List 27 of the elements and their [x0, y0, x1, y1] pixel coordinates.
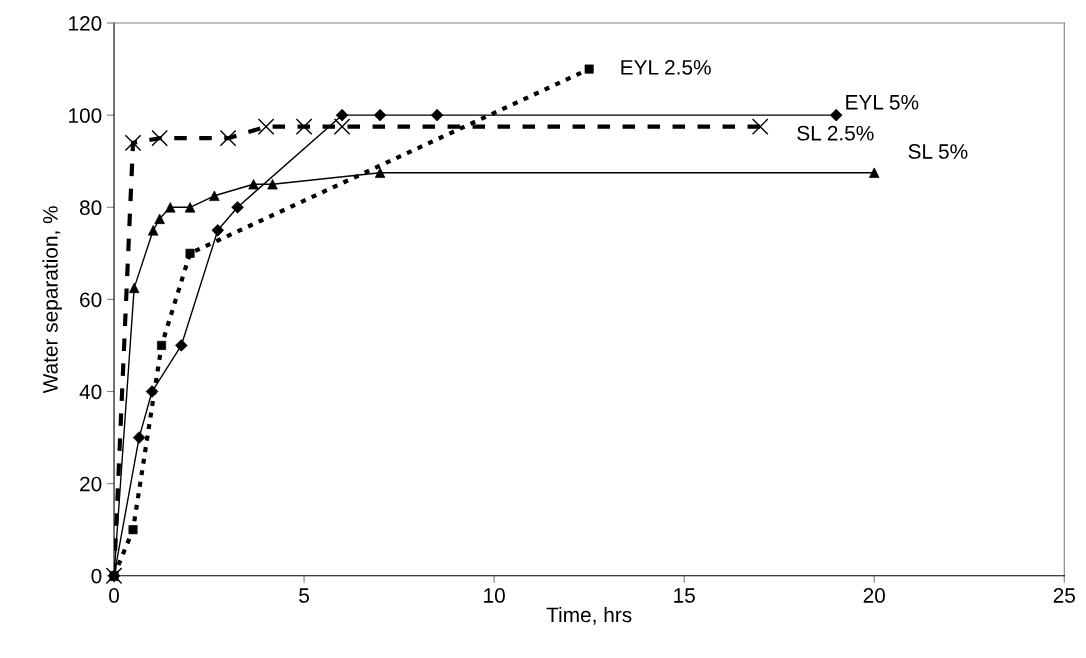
series-label: EYL 5%: [846, 94, 919, 110]
point: [257, 118, 275, 135]
x-tick-label: 0: [109, 588, 120, 603]
y-axis-title: Water separation, %: [42, 206, 62, 394]
y-tick-label: 80: [79, 200, 102, 216]
point: [751, 118, 769, 135]
y-tick-label: 60: [80, 292, 102, 308]
y-tick-label: 100: [69, 108, 102, 123]
point: [124, 134, 142, 152]
y-tick-label: 20: [80, 476, 102, 492]
series-label: SL 2.5%: [797, 125, 874, 141]
point: [295, 118, 313, 135]
point: [333, 118, 351, 135]
x-tick-label: 15: [674, 588, 695, 603]
x-tick-label: 10: [484, 588, 505, 603]
x-axis-title: Time, hrs: [546, 606, 632, 625]
series-label: EYL 2.5%: [621, 59, 711, 75]
y-tick-label: 40: [79, 384, 102, 400]
point: [219, 129, 237, 147]
series-label: SL 5%: [908, 144, 968, 159]
point: [151, 129, 168, 147]
y-tick-label: 120: [69, 16, 102, 31]
x-tick-label: 20: [863, 588, 885, 603]
x-tick-label: 5: [299, 588, 309, 603]
point: [869, 167, 880, 178]
x-tick-label: 25: [1053, 588, 1075, 603]
y-tick-label: 0: [91, 568, 102, 584]
